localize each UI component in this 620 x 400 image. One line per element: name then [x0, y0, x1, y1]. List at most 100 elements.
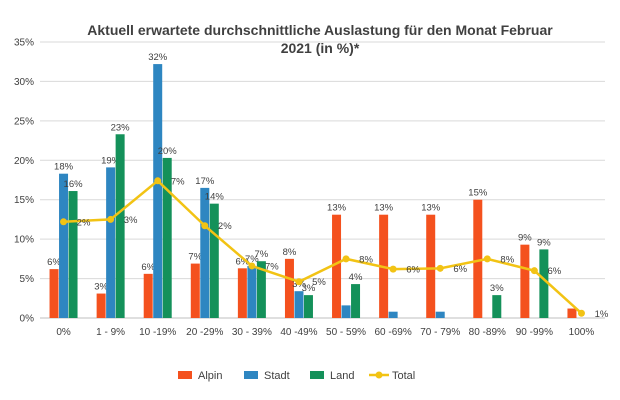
legend-label: Land — [330, 370, 354, 382]
data-label-total: 7% — [265, 261, 279, 272]
bar-stadt — [341, 305, 351, 318]
data-label-total: 2% — [77, 217, 91, 228]
bar-alpin — [190, 263, 200, 318]
data-label-alpin: 6% — [141, 262, 155, 273]
bar-alpin — [473, 199, 483, 318]
y-tick-label: 10% — [14, 235, 34, 246]
data-label-total: 6% — [453, 264, 467, 275]
legend-marker-total — [375, 371, 383, 379]
point-total — [577, 309, 585, 317]
legend-swatch-land — [310, 371, 324, 379]
data-label-land: 14% — [205, 192, 225, 203]
data-label-land: 3% — [490, 283, 504, 294]
data-label-stadt: 18% — [54, 162, 74, 173]
bar-stadt — [247, 265, 257, 318]
legend-label: Alpin — [198, 370, 222, 382]
data-label-land: 16% — [64, 179, 84, 190]
legend-swatch-alpin — [178, 371, 192, 379]
series-line-total — [63, 179, 583, 315]
data-label-stadt: 32% — [148, 52, 168, 63]
data-label-total: 5% — [312, 277, 326, 288]
data-label-stadt: 17% — [195, 176, 215, 187]
bar-stadt — [59, 173, 69, 318]
bar-land — [162, 157, 172, 318]
data-label-alpin: 13% — [421, 203, 441, 214]
x-tick-label: 70 - 79% — [420, 327, 460, 338]
x-tick-label: 60 -69% — [375, 327, 412, 338]
bar-land — [68, 191, 78, 318]
bar-land — [256, 261, 266, 318]
chart-title: Aktuell erwartete durchschnittliche Ausl… — [87, 22, 553, 38]
data-label-alpin: 6% — [47, 257, 61, 268]
data-label-alpin: 13% — [374, 203, 394, 214]
point-total — [389, 265, 397, 273]
data-label-land: 3% — [302, 283, 316, 294]
point-total — [107, 215, 115, 223]
x-tick-label: 40 -49% — [280, 327, 317, 338]
point-total — [342, 255, 350, 263]
y-tick-label: 5% — [20, 274, 35, 285]
data-label-alpin: 15% — [468, 188, 488, 199]
x-tick-label: 50 - 59% — [326, 327, 366, 338]
data-label-alpin: 6% — [236, 256, 250, 267]
bar-land — [539, 249, 549, 318]
data-label-land: 9% — [537, 237, 551, 248]
data-label-alpin: 9% — [518, 233, 532, 244]
bar-alpin — [332, 214, 342, 318]
bar-alpin — [49, 269, 59, 318]
x-tick-label: 20 -29% — [186, 327, 223, 338]
bar-stadt — [200, 187, 210, 318]
y-tick-label: 30% — [14, 77, 34, 88]
y-tick-label: 35% — [14, 38, 34, 49]
bar-alpin — [143, 273, 153, 318]
data-label-land: 7% — [255, 249, 269, 260]
point-total — [295, 278, 303, 286]
point-total — [60, 218, 68, 226]
data-label-stadt: 7% — [245, 254, 259, 265]
chart-subtitle: 2021 (in %)* — [280, 40, 360, 56]
bar-land — [492, 295, 502, 318]
bar-land — [115, 134, 125, 318]
y-tick-label: 25% — [14, 116, 34, 127]
data-label-total: 8% — [359, 254, 373, 265]
data-label-stadt: 19% — [101, 155, 121, 166]
data-label-total: 6% — [406, 265, 420, 276]
legend-label: Stadt — [264, 370, 290, 382]
bar-land — [209, 203, 219, 318]
legend-label: Total — [392, 370, 415, 382]
bar-stadt — [106, 167, 116, 318]
bar-alpin — [520, 244, 530, 318]
data-label-alpin: 13% — [327, 203, 347, 214]
x-tick-label: 10 -19% — [139, 327, 176, 338]
data-label-total: 1% — [595, 309, 609, 320]
point-total — [248, 262, 256, 270]
x-tick-label: 30 - 39% — [232, 327, 272, 338]
bar-alpin — [284, 258, 294, 318]
x-tick-label: 1 - 9% — [96, 327, 125, 338]
data-label-land: 20% — [158, 146, 178, 157]
point-total — [436, 264, 444, 272]
data-label-total: 7% — [171, 176, 185, 187]
bar-alpin — [567, 308, 577, 318]
data-label-total: 6% — [548, 266, 562, 277]
x-tick-label: 90 -99% — [516, 327, 553, 338]
data-label-land: 23% — [111, 122, 131, 133]
data-label-alpin: 7% — [188, 252, 202, 263]
y-tick-label: 20% — [14, 156, 34, 167]
data-label-land: 4% — [349, 272, 363, 283]
data-label-total: 2% — [218, 221, 232, 232]
legend-swatch-stadt — [244, 371, 258, 379]
point-total — [201, 222, 209, 230]
x-tick-label: 80 -89% — [469, 327, 506, 338]
data-label-alpin: 8% — [283, 247, 297, 258]
bar-stadt — [388, 311, 398, 318]
bar-alpin — [237, 268, 247, 318]
y-tick-label: 0% — [20, 314, 35, 325]
data-label-total: 8% — [500, 254, 514, 265]
y-tick-label: 15% — [14, 195, 34, 206]
x-tick-label: 0% — [56, 327, 71, 338]
bar-stadt — [153, 64, 163, 318]
point-total — [530, 267, 538, 275]
